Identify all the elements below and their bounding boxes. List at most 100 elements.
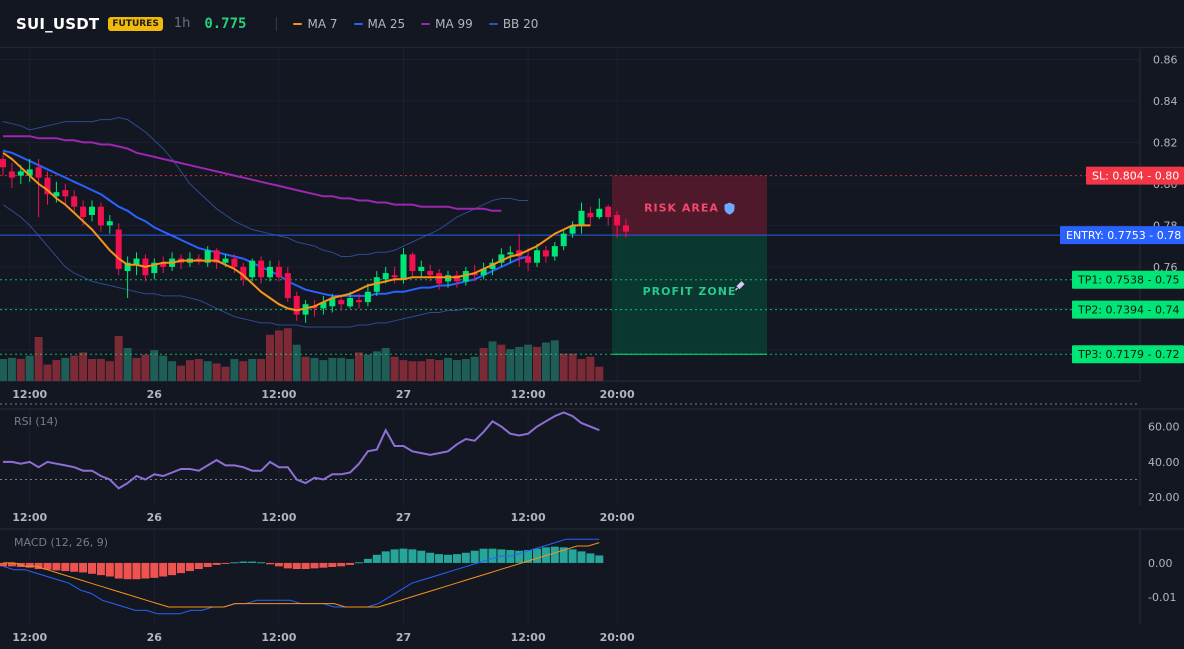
candle-body: [347, 298, 354, 307]
volume-bar: [461, 359, 470, 381]
macd-y-tick: 0.00: [1148, 557, 1173, 570]
volume-bar: [16, 359, 25, 381]
rocket-icon: [734, 281, 745, 291]
shield-icon: [724, 202, 735, 215]
legend-ma99[interactable]: MA 99: [421, 17, 473, 31]
chart-header: SUI_USDT FUTURES 1h 0.775 MA 7 MA 25 MA …: [0, 0, 1184, 48]
bb-lower-line: [2, 204, 475, 328]
macd-histogram-bar: [372, 554, 381, 563]
candle-body: [551, 246, 558, 257]
candle-body: [62, 190, 69, 197]
candle-body: [97, 206, 104, 226]
candle-body: [115, 229, 122, 269]
volume-bar: [132, 357, 141, 381]
candle-body: [623, 225, 629, 232]
volume-bar: [221, 366, 230, 381]
volume-bar: [257, 359, 266, 381]
legend-bb20[interactable]: BB 20: [488, 17, 538, 31]
volume-bar: [595, 366, 604, 381]
macd-histogram-bar: [150, 562, 159, 578]
macd-histogram-bar: [61, 562, 70, 572]
header-divider: [276, 16, 278, 31]
candle-body: [578, 210, 585, 226]
macd-x-tick: 12:00: [12, 631, 47, 644]
macd-histogram-bar: [426, 552, 435, 563]
rsi-line: [3, 411, 600, 490]
macd-x-tick: 26: [147, 631, 163, 644]
volume-bar: [61, 357, 70, 381]
macd-histogram-bar: [221, 562, 230, 564]
volume-bar: [283, 328, 292, 381]
macd-histogram-bar: [177, 562, 185, 574]
volume-bar: [337, 357, 346, 381]
macd-histogram-bar: [390, 549, 399, 563]
candle-body: [80, 206, 87, 218]
level-tag-4: [1072, 345, 1184, 364]
price-y-tick: 0.82: [1153, 136, 1178, 149]
volume-bar: [70, 355, 79, 381]
candle-body: [525, 256, 532, 263]
macd-histogram-bar: [123, 562, 132, 580]
macd-histogram-bar: [105, 562, 114, 577]
legend-ma25[interactable]: MA 25: [353, 17, 405, 31]
macd-histogram-bar: [88, 562, 96, 574]
volume-bar: [355, 352, 363, 381]
macd-histogram-bar: [168, 562, 177, 576]
ma7-swatch: [293, 22, 303, 25]
price-x-tick: 12:00: [12, 388, 47, 401]
macd-pane[interactable]: MACD (12, 26, 9) 0.00 -0.01 12:00 26 12:00 27 1…: [0, 528, 1184, 644]
volume-bar: [150, 350, 159, 381]
volume-bar: [426, 359, 435, 381]
volume-bar: [52, 360, 61, 381]
candle-body: [213, 250, 220, 263]
macd-histogram-bar: [550, 546, 559, 563]
candle-body: [89, 206, 95, 215]
candle-body: [560, 233, 567, 247]
volume-bar: [319, 360, 328, 381]
symbol-name[interactable]: SUI_USDT: [16, 14, 100, 33]
macd-histogram-bar: [43, 562, 52, 570]
macd-histogram-bar: [185, 562, 194, 572]
macd-histogram-bar: [408, 549, 417, 563]
rsi-x-tick: 26: [147, 511, 163, 524]
macd-histogram-bar: [274, 562, 283, 567]
candle-body: [151, 262, 158, 274]
macd-histogram-bar: [586, 553, 595, 563]
macd-title: MACD (12, 26, 9): [14, 536, 108, 549]
macd-histogram-bar: [346, 562, 355, 565]
rsi-pane[interactable]: RSI (14) 60.00 40.00 20.00 12:00 26 12:00 27 12:…: [0, 403, 1184, 524]
volume-bar: [79, 352, 88, 381]
candle-body: [133, 258, 140, 265]
macd-histogram-bar: [399, 548, 408, 563]
macd-histogram-bar: [141, 562, 150, 579]
volume-bar: [479, 348, 488, 381]
macd-histogram-bar: [79, 562, 88, 573]
macd-x-tick: 27: [396, 631, 411, 644]
interval-selector[interactable]: 1h: [173, 16, 191, 31]
volume-bar: [452, 360, 461, 381]
risk-area-label: RISK AREA: [644, 202, 719, 215]
candle-body: [471, 273, 478, 276]
volume-bar: [88, 359, 96, 381]
volume-bar: [123, 348, 132, 381]
level-tag-label: TP1: 0.7538 - 0.75: [1077, 274, 1180, 287]
rsi-x-tick: 12:00: [511, 511, 546, 524]
macd-histogram-bar: [355, 562, 363, 564]
risk-area-zone: [612, 175, 767, 236]
candle-body: [53, 192, 60, 197]
level-tag-label: TP2: 0.7394 - 0.74: [1077, 304, 1180, 317]
macd-histogram-bar: [435, 554, 444, 563]
volume-bar: [105, 361, 114, 381]
candle-body: [587, 212, 594, 218]
candle-body: [427, 271, 434, 276]
candle-body: [275, 266, 282, 278]
macd-histogram-bar: [292, 562, 301, 570]
volume-bar: [292, 344, 301, 381]
volume-bar: [168, 361, 177, 381]
volume-bar: [559, 353, 568, 381]
level-tag-3: [1072, 300, 1184, 319]
macd-histogram-bar: [34, 562, 43, 570]
legend-ma7[interactable]: MA 7: [293, 17, 338, 31]
